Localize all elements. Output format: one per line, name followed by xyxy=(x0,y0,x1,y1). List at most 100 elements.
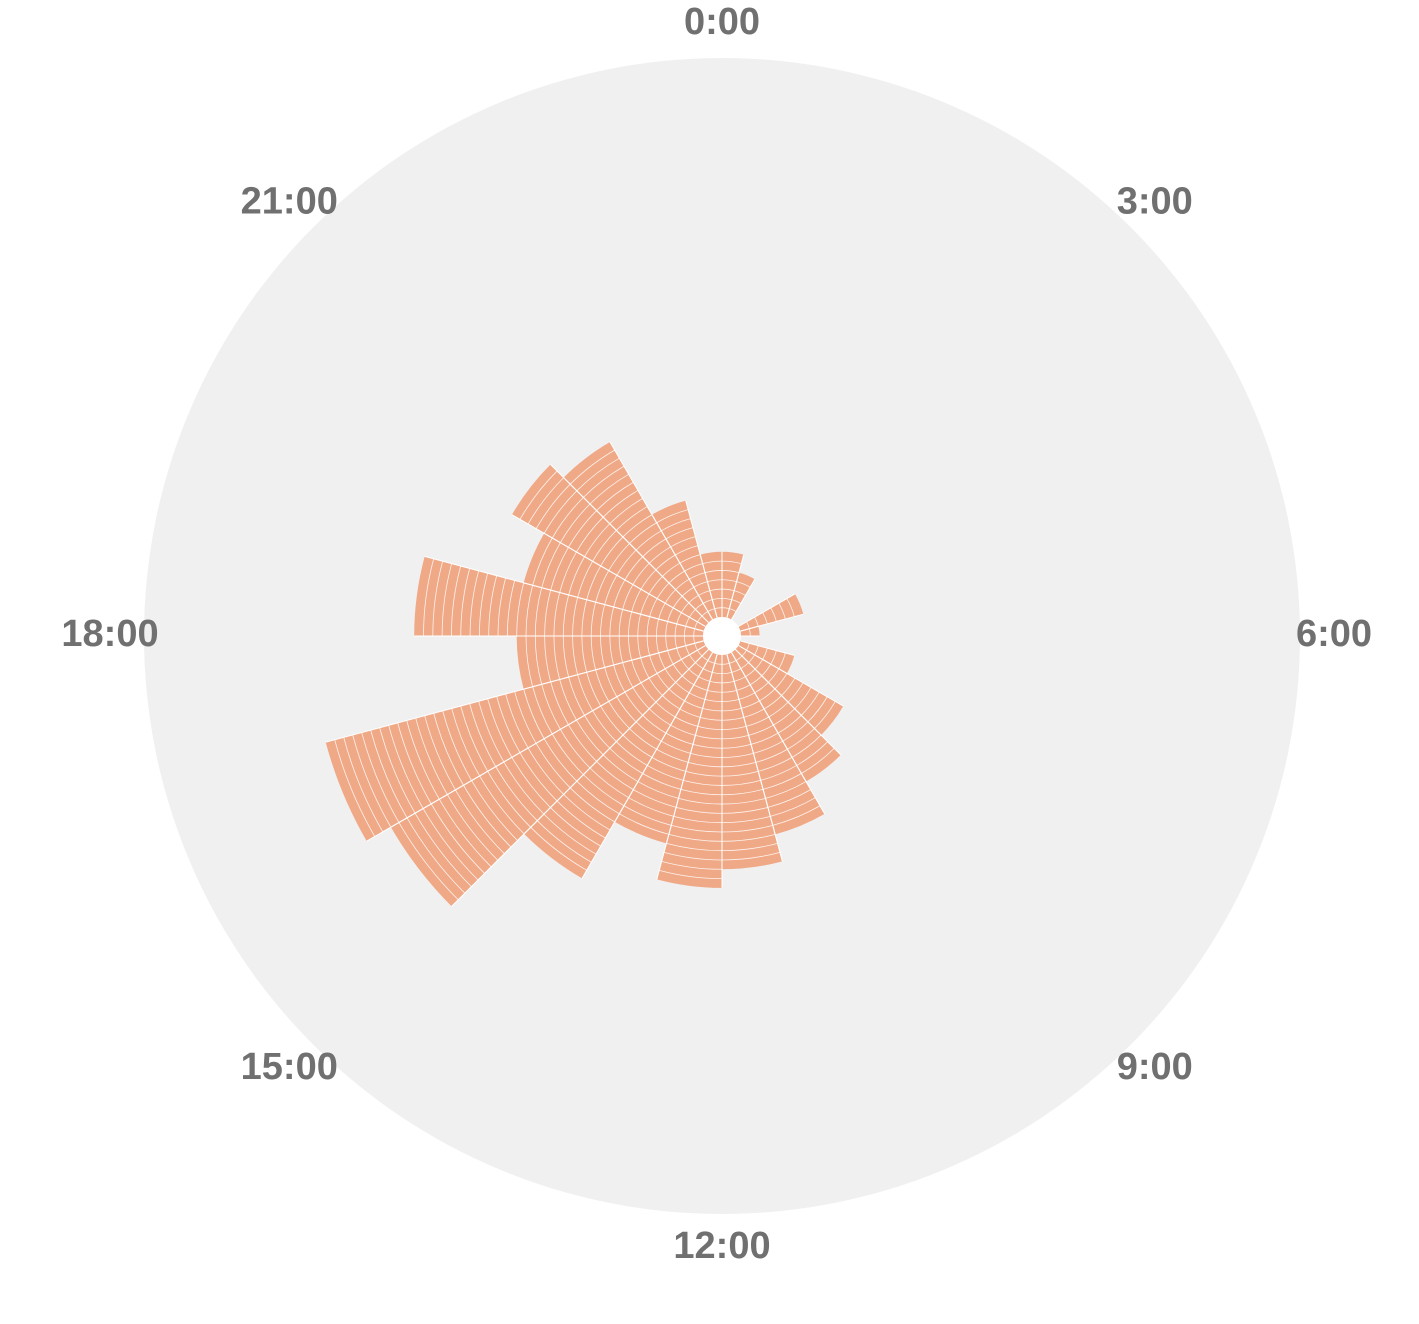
ring-line-hour-15-16 xyxy=(576,719,604,756)
ring-line-hour-16-18 xyxy=(541,684,561,730)
ring-line-hour-20-17 xyxy=(568,510,597,548)
ring-line-hour-22-10 xyxy=(665,527,694,540)
ring-line-hour-16-23 xyxy=(496,696,521,753)
ring-line-hour-16-35 xyxy=(388,725,424,809)
ring-line-hour-22-7 xyxy=(679,554,701,564)
ring-line-hour-16-22 xyxy=(505,693,529,749)
ring-line-hour-15-19 xyxy=(551,733,584,775)
ring-line-hour-16-34 xyxy=(397,722,432,805)
ring-line-hour-17-18 xyxy=(534,635,543,685)
bar-edge-hour-1-end xyxy=(731,578,756,620)
ring-line-hour-12-16 xyxy=(678,797,723,805)
ring-line-hour-19-16 xyxy=(559,551,577,593)
ring-line-hour-21-13 xyxy=(622,514,653,538)
ring-line-hour-15-30 xyxy=(463,785,512,848)
ring-line-hour-14-24 xyxy=(550,807,601,847)
ring-line-hour-15-38 xyxy=(398,822,459,901)
ring-line-hour-14-26 xyxy=(536,820,592,863)
center-hole xyxy=(703,617,741,655)
ring-line-hour-14-21 xyxy=(569,787,615,823)
ring-line-hour-16-16 xyxy=(559,679,577,721)
ring-line-hour-23-4 xyxy=(707,579,723,583)
ring-line-hour-15-22 xyxy=(527,747,564,795)
ring-line-hour-14-18 xyxy=(589,767,629,799)
ring-line-hour-18-29 xyxy=(432,561,444,637)
bar-edge-hour-8-start xyxy=(738,645,844,707)
ring-line-hour-21-19 xyxy=(583,465,625,498)
ring-line-hour-15-23 xyxy=(519,752,558,802)
ring-line-hour-16-32 xyxy=(415,717,448,795)
ring-line-hour-12-20 xyxy=(668,833,723,842)
ring-line-hour-16-26 xyxy=(469,703,497,767)
ring-line-hour-1-1 xyxy=(729,608,737,612)
bar-edge-hour-4-start xyxy=(738,593,796,627)
ring-line-hour-10-19 xyxy=(772,805,821,826)
bar-hour-13 xyxy=(614,652,718,844)
ring-line-hour-16-30 xyxy=(433,713,464,786)
ring-line-hour-16-28 xyxy=(451,708,480,777)
ring-line-hour-22-9 xyxy=(670,536,696,548)
ring-line-hour-11-17 xyxy=(721,806,769,814)
ring-line-hour-4-3 xyxy=(762,612,768,624)
ring-line-hour-19-18 xyxy=(541,542,561,588)
ring-line-hour-1-2 xyxy=(731,599,742,604)
ring-line-hour-18-22 xyxy=(497,577,507,637)
ring-line-hour-18-23 xyxy=(488,575,498,637)
ring-line-hour-20-21 xyxy=(535,483,571,529)
bar-edge-hour-22-start xyxy=(651,514,713,620)
bar-hour-20 xyxy=(511,464,709,627)
ring-line-hour-12-21 xyxy=(666,842,723,852)
ring-line-hour-14-20 xyxy=(576,780,620,815)
ring-line-hour-23-6 xyxy=(702,560,723,565)
ring-line-hour-11-20 xyxy=(721,833,776,842)
ring-line-hour-15-37 xyxy=(406,817,466,894)
bar-edge-hour-23-start xyxy=(699,554,718,618)
ring-line-hour-21-15 xyxy=(609,498,643,525)
ring-line-hour-21-14 xyxy=(616,506,648,531)
bar-edge-hour-10-start xyxy=(731,652,826,815)
ring-line-hour-17-17 xyxy=(544,635,552,683)
ring-line-hour-1-4 xyxy=(736,581,751,588)
ring-line-hour-14-16 xyxy=(602,754,639,782)
bar-hour-10 xyxy=(726,652,825,835)
ring-line-hour-19-19 xyxy=(532,537,553,586)
ring-line-hour-15-34 xyxy=(430,803,485,874)
ring-line-hour-16-39 xyxy=(352,734,392,828)
ring-line-hour-16-36 xyxy=(379,727,416,814)
ring-line-hour-18-26 xyxy=(460,568,471,637)
ring-line-hour-14-27 xyxy=(530,827,587,871)
ring-line-hour-15-25 xyxy=(503,761,545,815)
ring-line-hour-21-16 xyxy=(602,490,639,518)
ring-line-hour-5-1 xyxy=(748,628,751,637)
ring-line-hour-20-16 xyxy=(576,516,604,553)
hour-label-15-00: 15:00 xyxy=(241,1046,338,1088)
ring-line-hour-18-17 xyxy=(544,589,552,637)
ring-line-hour-15-20 xyxy=(543,738,578,782)
ring-line-hour-10-16 xyxy=(765,781,807,799)
bar-hour-0 xyxy=(722,551,744,618)
ring-line-hour-13-19 xyxy=(623,805,672,826)
ring-line-hour-18-30 xyxy=(423,558,435,637)
ring-line-hour-12-18 xyxy=(673,815,723,824)
bar-edge-hour-15-start xyxy=(451,649,709,907)
ring-lines xyxy=(325,441,844,907)
hour-label-21-00: 21:00 xyxy=(241,180,338,222)
ring-line-hour-18-19 xyxy=(525,585,534,637)
ring-line-hour-16-29 xyxy=(442,710,472,781)
ring-line-hour-18-16 xyxy=(553,592,561,637)
bar-hour-15 xyxy=(390,645,709,907)
ring-line-hour-18-18 xyxy=(534,587,543,637)
ring-line-hour-14-19 xyxy=(583,774,625,807)
bar-hour-11 xyxy=(722,654,783,870)
ring-line-hour-21-20 xyxy=(576,457,620,492)
hour-label-9-00: 9:00 xyxy=(1117,1046,1193,1088)
ring-line-hour-16-40 xyxy=(343,737,384,833)
ring-line-hour-13-20 xyxy=(619,813,669,835)
ring-line-hour-4-5 xyxy=(778,603,786,620)
ring-line-hour-18-20 xyxy=(516,582,525,637)
bar-hour-19 xyxy=(523,533,706,632)
ring-line-hour-16-31 xyxy=(424,715,456,791)
ring-line-hour-15-29 xyxy=(471,780,518,841)
ring-line-hour-18-25 xyxy=(469,570,480,637)
